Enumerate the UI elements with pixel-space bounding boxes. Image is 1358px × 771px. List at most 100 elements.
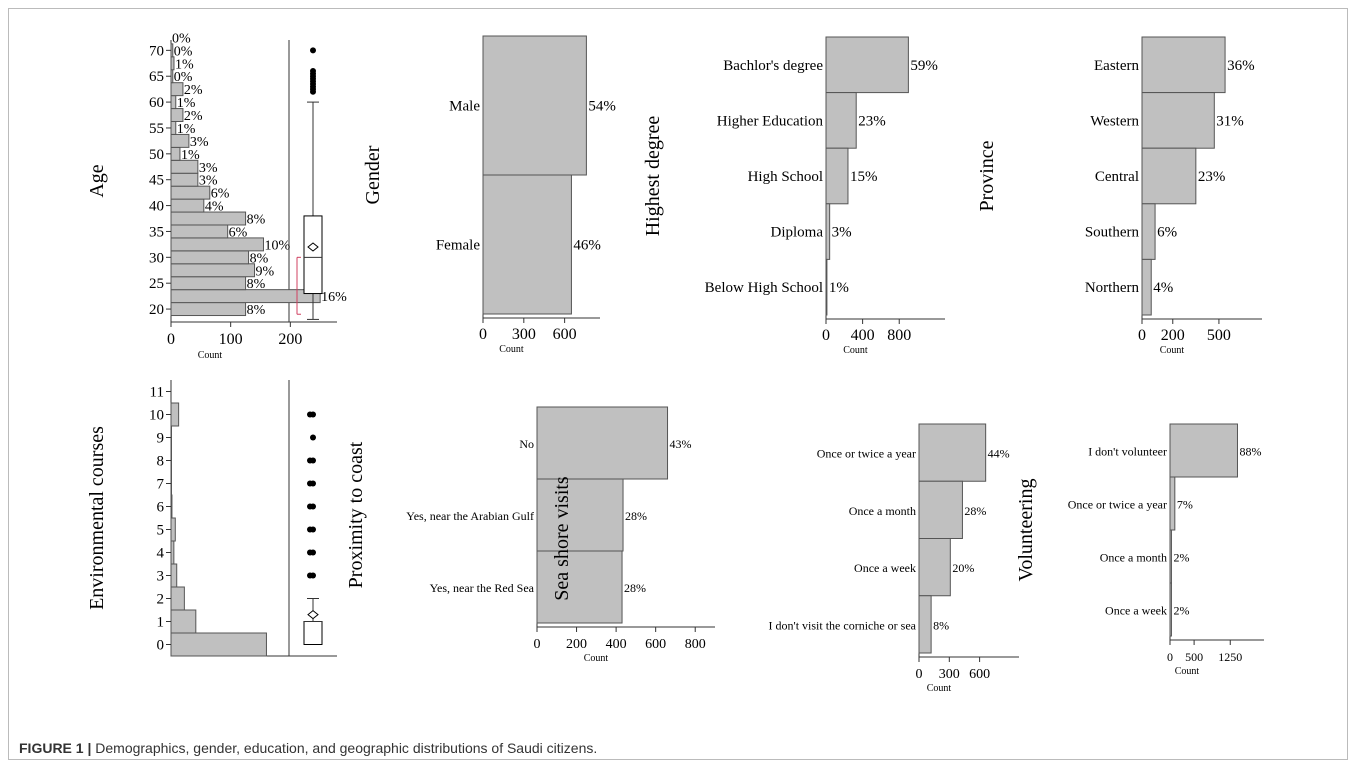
chart5-category-label-1: Yes, near the Arabian Gulf — [406, 509, 534, 523]
chart7-category-label-3: Once a week — [1105, 604, 1167, 618]
chart7-data-label-3: 2% — [1173, 604, 1189, 618]
chart5-x-axis-label: Count — [584, 653, 609, 664]
chart5-category-label-2: Yes, near the Red Sea — [430, 581, 535, 595]
chart4-box — [303, 621, 323, 645]
chart0-y-tick-label-1: 25 — [149, 276, 164, 292]
chart4-bar-4 — [170, 540, 175, 565]
chart0-data-label-8: 4% — [205, 200, 224, 215]
chart7-x-axis-label: Count — [1175, 666, 1200, 677]
chart0-bar-13 — [170, 133, 190, 148]
chart4-outlier-1 — [307, 572, 313, 579]
chart4-y-tick-label-3: 3 — [157, 569, 165, 585]
chart4-y-tick-label-7: 7 — [157, 477, 165, 493]
chart2-bar-2 — [825, 147, 849, 205]
chart4-y-tick-label-8: 8 — [157, 454, 165, 470]
chart4-bar-6 — [170, 494, 173, 519]
chart7-data-label-0: 88% — [1239, 445, 1261, 459]
caption-label: FIGURE 1 | — [19, 740, 92, 756]
chart0-bar-15 — [170, 108, 184, 122]
chart0-data-label-5: 10% — [264, 238, 290, 253]
chart5-data-label-1: 28% — [625, 509, 647, 523]
chart2-bar-0 — [825, 36, 909, 94]
chart4-outlier-11 — [307, 457, 313, 464]
chart3-x-tick-label-0: 0 — [1138, 327, 1146, 344]
chart0-box — [303, 215, 323, 295]
chart0-y-tick-label-4: 40 — [149, 199, 164, 215]
chart1-bar-1 — [482, 174, 572, 315]
chart0-bar-16 — [170, 95, 177, 110]
chart0-bar-7 — [170, 211, 247, 226]
chart0-data-label-14: 1% — [177, 122, 196, 137]
chart2-category-label-3: Diploma — [771, 225, 824, 241]
chart1-y-axis-label: Gender — [362, 145, 384, 204]
chart0-y-tick-label-2: 30 — [149, 250, 164, 266]
chart0-data-label-0: 8% — [247, 303, 266, 318]
chart1-data-label-0: 54% — [588, 99, 616, 115]
chart4-y-tick-label-6: 6 — [157, 500, 165, 516]
chart3-category-label-3: Southern — [1085, 225, 1140, 241]
chart0-data-label-12: 1% — [181, 148, 200, 163]
chart3-bar-0 — [1141, 36, 1226, 94]
chart4-outlier-14 — [307, 411, 313, 418]
chart2-data-label-3: 3% — [832, 225, 852, 241]
chart7-bar-1 — [1169, 476, 1176, 531]
chart0-bar-14 — [170, 120, 177, 135]
chart4-y-tick-label-10: 10 — [149, 408, 164, 424]
chart3-category-label-2: Central — [1095, 169, 1139, 185]
chart7-y-axis-label: Volunteering — [1015, 479, 1037, 582]
chart6-x-axis-label: Count — [927, 683, 952, 694]
chart4-y-axis-label: Environmental courses — [86, 426, 108, 610]
chart0-outlier-9 — [310, 47, 316, 54]
chart6-x-tick-label-0: 0 — [916, 667, 923, 682]
chart6-data-label-0: 44% — [988, 447, 1010, 461]
chart5-x-tick-label-4: 800 — [685, 637, 706, 652]
chart4-bar-10 — [170, 402, 180, 427]
chart0-x-tick-label-0: 0 — [167, 331, 175, 348]
chart6-data-label-1: 28% — [964, 504, 986, 518]
chart7-x-tick-label-1: 500 — [1185, 650, 1203, 664]
chart3-bar-2 — [1141, 147, 1197, 205]
chart2-x-tick-label-2: 800 — [887, 327, 911, 344]
chart3-x-tick-label-1: 200 — [1161, 327, 1185, 344]
chart4-bar-5 — [170, 517, 176, 542]
chart0-data-label-15: 2% — [184, 109, 203, 124]
chart3-bar-3 — [1141, 203, 1156, 260]
chart2-x-tick-label-0: 0 — [822, 327, 830, 344]
chart0-data-label-1: 16% — [321, 290, 347, 305]
chart4-outlier-9 — [307, 480, 313, 487]
chart4-y-tick-label-5: 5 — [157, 523, 165, 539]
chart4-box-mean-marker — [307, 609, 319, 620]
chart7-x-tick-label-0: 0 — [1167, 650, 1173, 664]
chart0-data-label-17: 2% — [184, 83, 203, 98]
chart0-y-axis-label: Age — [86, 164, 108, 197]
chart6-bar-1 — [918, 480, 963, 539]
chart6-category-label-0: Once or twice a year — [817, 447, 916, 461]
chart3-data-label-1: 31% — [1216, 113, 1244, 129]
chart1-category-label-0: Male — [449, 99, 480, 115]
chart3-bar-1 — [1141, 92, 1215, 149]
chart0-bar-10 — [170, 172, 199, 187]
chart2-bar-3 — [825, 203, 831, 260]
chart4-y-tick-label-2: 2 — [157, 592, 165, 608]
chart7-bar-3 — [1169, 582, 1172, 637]
chart5-bar-0 — [536, 406, 669, 480]
chart0-bar-17 — [170, 82, 184, 97]
chart0-data-label-16: 1% — [177, 96, 196, 111]
chart4-bar-3 — [170, 563, 178, 588]
chart6-category-label-2: Once a week — [854, 561, 916, 575]
chart2-category-label-1: Higher Education — [717, 113, 824, 129]
chart0-data-label-2: 8% — [247, 277, 266, 292]
chart0-x-tick-label-2: 200 — [278, 331, 302, 348]
chart2-x-axis-label: Count — [843, 345, 868, 356]
chart0-outlier-8 — [310, 68, 316, 75]
chart4-y-tick-label-0: 0 — [157, 638, 165, 654]
chart7-category-label-1: Once or twice a year — [1068, 498, 1167, 512]
chart6-bar-2 — [918, 538, 951, 597]
chart0-y-tick-label-6: 50 — [149, 147, 164, 163]
chart6-category-label-3: I don't visit the corniche or sea — [769, 618, 917, 632]
chart7-category-label-2: Once a month — [1100, 551, 1167, 565]
chart5-data-label-2: 28% — [624, 581, 646, 595]
chart0-bar-1 — [170, 289, 321, 304]
chart5-y-axis-label: Proximity to coast — [345, 441, 367, 588]
chart2-category-label-0: Bachlor's degree — [723, 58, 823, 74]
